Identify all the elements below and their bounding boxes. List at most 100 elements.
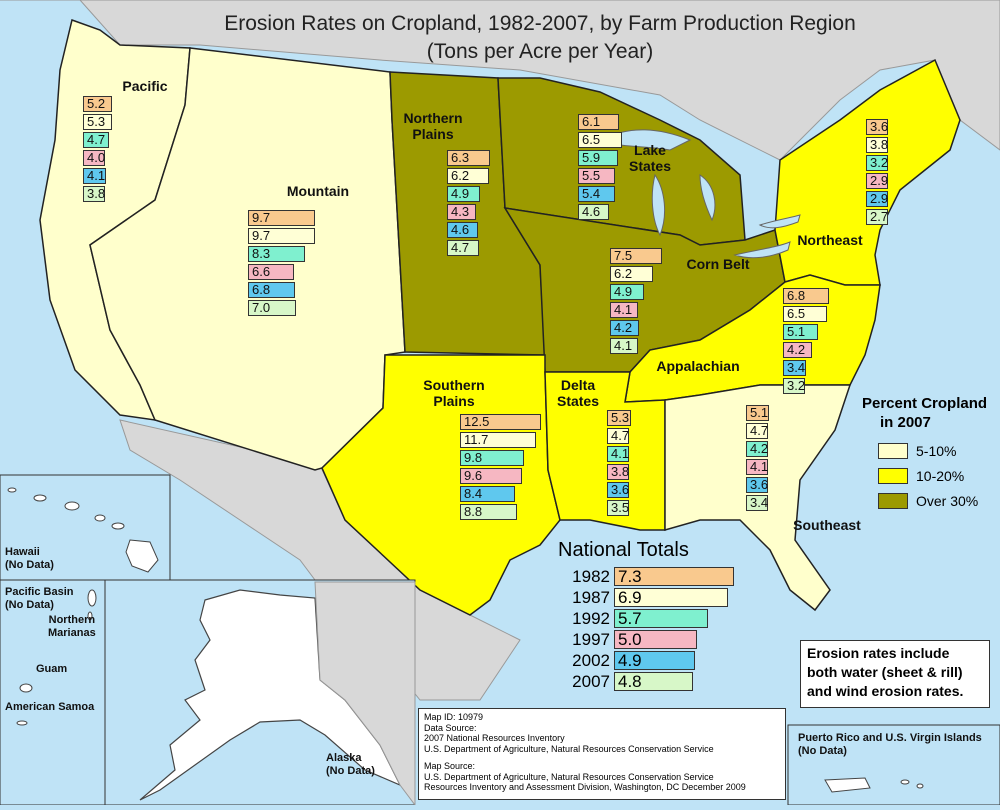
national-year: 1982 (572, 566, 610, 586)
bar-lake-states-1982: 6.1 (578, 114, 619, 130)
bar-southeast-1982: 5.1 (746, 405, 769, 421)
legend-label: Over 30% (916, 493, 979, 509)
region-label-lake-states: Lake States (628, 142, 672, 174)
national-totals-rows: 1982 7.3 1987 6.9 1992 5.7 1997 5.0 2002 4.9 2007 4… (558, 566, 734, 692)
stack-lake-states: 6.1 6.5 5.9 5.5 5.4 4.6 (578, 114, 622, 222)
national-year: 1987 (572, 587, 610, 607)
bar-delta-states-2007: 3.5 (607, 500, 629, 516)
inset-label-hawaii: Hawaii (No Data) (5, 546, 54, 572)
bar-northeast-1997: 2.9 (866, 173, 888, 189)
legend-heading: Percent Cropland in 2007 (862, 394, 1000, 432)
legend-label: 10-20% (916, 468, 965, 484)
region-label-delta-states: Delta States (556, 377, 600, 409)
national-row: 2007 4.8 (558, 671, 734, 692)
bar-southern-plains-1997: 9.6 (460, 468, 522, 484)
legend-swatch (878, 468, 908, 484)
inset-label-northern-marianas: Northern Marianas (48, 614, 96, 640)
data-source-label: Data Source: (424, 722, 477, 733)
bar-northeast-2007: 2.7 (866, 209, 888, 225)
bar-mountain-1987: 9.7 (248, 228, 315, 244)
bar-pacific-1987: 5.3 (83, 114, 112, 130)
bar-southern-plains-1987: 11.7 (460, 432, 536, 448)
map-title-line1: Erosion Rates on Cropland, 1982-2007, by… (224, 12, 856, 35)
national-bar-2002: 4.9 (614, 651, 695, 670)
national-bar-1987: 6.9 (614, 588, 728, 607)
stack-corn-belt: 7.5 6.2 4.9 4.1 4.2 4.1 (610, 248, 662, 356)
pacific-basin-islands (16, 589, 97, 726)
bar-northeast-1992: 3.2 (866, 155, 888, 171)
bar-lake-states-2007: 4.6 (578, 204, 609, 220)
stack-southern-plains: 12.5 11.7 9.8 9.6 8.4 8.8 (460, 414, 541, 522)
legend-swatch (878, 493, 908, 509)
bar-northern-plains-1992: 4.9 (447, 186, 480, 202)
bar-southern-plains-1982: 12.5 (460, 414, 541, 430)
national-bar-1997: 5.0 (614, 630, 697, 649)
puerto-rico-islands (824, 777, 924, 793)
inset-label-pacific-basin: Pacific Basin (No Data) (5, 586, 73, 612)
bar-mountain-1992: 8.3 (248, 246, 305, 262)
bar-northern-plains-1997: 4.3 (447, 204, 476, 220)
bar-corn-belt-1987: 6.2 (610, 266, 653, 282)
national-totals-heading: National Totals (558, 539, 689, 561)
map-title: Erosion Rates on Cropland, 1982-2007, by… (150, 10, 930, 66)
region-label-corn-belt: Corn Belt (686, 256, 750, 272)
map-source-label: Map Source: (424, 761, 476, 771)
bar-delta-states-1982: 5.3 (607, 410, 631, 426)
stack-delta-states: 5.3 4.7 4.1 3.8 3.6 3.5 (607, 410, 631, 518)
national-row: 1992 5.7 (558, 608, 734, 629)
bar-appalachian-1982: 6.8 (783, 288, 829, 304)
bar-corn-belt-2002: 4.2 (610, 320, 639, 336)
bar-appalachian-1992: 5.1 (783, 324, 818, 340)
bar-lake-states-1987: 6.5 (578, 132, 622, 148)
pacific-basin-name: Pacific Basin (5, 586, 74, 598)
stack-appalachian: 6.8 6.5 5.1 4.2 3.4 3.2 (783, 288, 829, 396)
bar-lake-states-2002: 5.4 (578, 186, 615, 202)
legend-swatch (878, 443, 908, 459)
bar-southern-plains-2002: 8.4 (460, 486, 515, 502)
stack-pacific: 5.2 5.3 4.7 4.0 4.1 3.8 (83, 96, 112, 204)
bar-southeast-2002: 3.6 (746, 477, 768, 493)
bar-southeast-1987: 4.7 (746, 423, 768, 439)
national-totals: National Totals 1982 7.3 1987 6.9 1992 5.7 199… (558, 538, 734, 692)
bar-northeast-2002: 2.9 (866, 191, 888, 207)
bar-southeast-2007: 3.4 (746, 495, 768, 511)
puerto-rico-note: (No Data) (798, 745, 847, 757)
bar-pacific-2007: 3.8 (83, 186, 105, 202)
bar-mountain-1997: 6.6 (248, 264, 294, 280)
bar-delta-states-1987: 4.7 (607, 428, 629, 444)
region-label-northeast: Northeast (797, 232, 863, 248)
national-bar-1982: 7.3 (614, 567, 734, 586)
legend-label: 5-10% (916, 443, 957, 459)
region-delta-states (544, 371, 666, 531)
legend-item: Over 30% (862, 490, 1000, 512)
erosion-note: Erosion rates include both water (sheet … (800, 640, 990, 708)
national-row: 1987 6.9 (558, 587, 734, 608)
northern-marianas-line1: Northern (48, 614, 96, 626)
stack-mountain: 9.7 9.7 8.3 6.6 6.8 7.0 (248, 210, 315, 318)
inset-label-alaska: Alaska (No Data) (326, 752, 375, 778)
bar-appalachian-2002: 3.4 (783, 360, 806, 376)
inset-label-puerto-rico: Puerto Rico and U.S. Virgin Islands (No … (798, 732, 982, 758)
national-year: 1997 (572, 629, 610, 649)
hawaii-note: (No Data) (5, 559, 54, 571)
inset-label-guam: Guam (36, 663, 68, 675)
national-year: 1992 (572, 608, 610, 628)
hawaii-islands (7, 487, 159, 573)
map-source-line1: U.S. Department of Agriculture, Natural … (424, 771, 714, 782)
puerto-rico-name: Puerto Rico and U.S. Virgin Islands (798, 732, 982, 744)
legend-item: 5-10% (862, 440, 1000, 462)
map-source-line2: Resources Inventory and Assessment Divis… (424, 782, 746, 792)
northern-marianas-line2: Marianas (48, 627, 96, 639)
bar-southeast-1997: 4.1 (746, 459, 768, 475)
bar-southeast-1992: 4.2 (746, 441, 768, 457)
pacific-basin-note: (No Data) (5, 599, 54, 611)
bar-delta-states-2002: 3.6 (607, 482, 629, 498)
map-id: Map ID: 10979 (424, 712, 484, 722)
bar-delta-states-1997: 3.8 (607, 464, 629, 480)
alaska-note: (No Data) (326, 765, 375, 777)
bar-northeast-1987: 3.8 (866, 137, 888, 153)
bar-corn-belt-1982: 7.5 (610, 248, 662, 264)
national-year: 2007 (572, 671, 610, 691)
